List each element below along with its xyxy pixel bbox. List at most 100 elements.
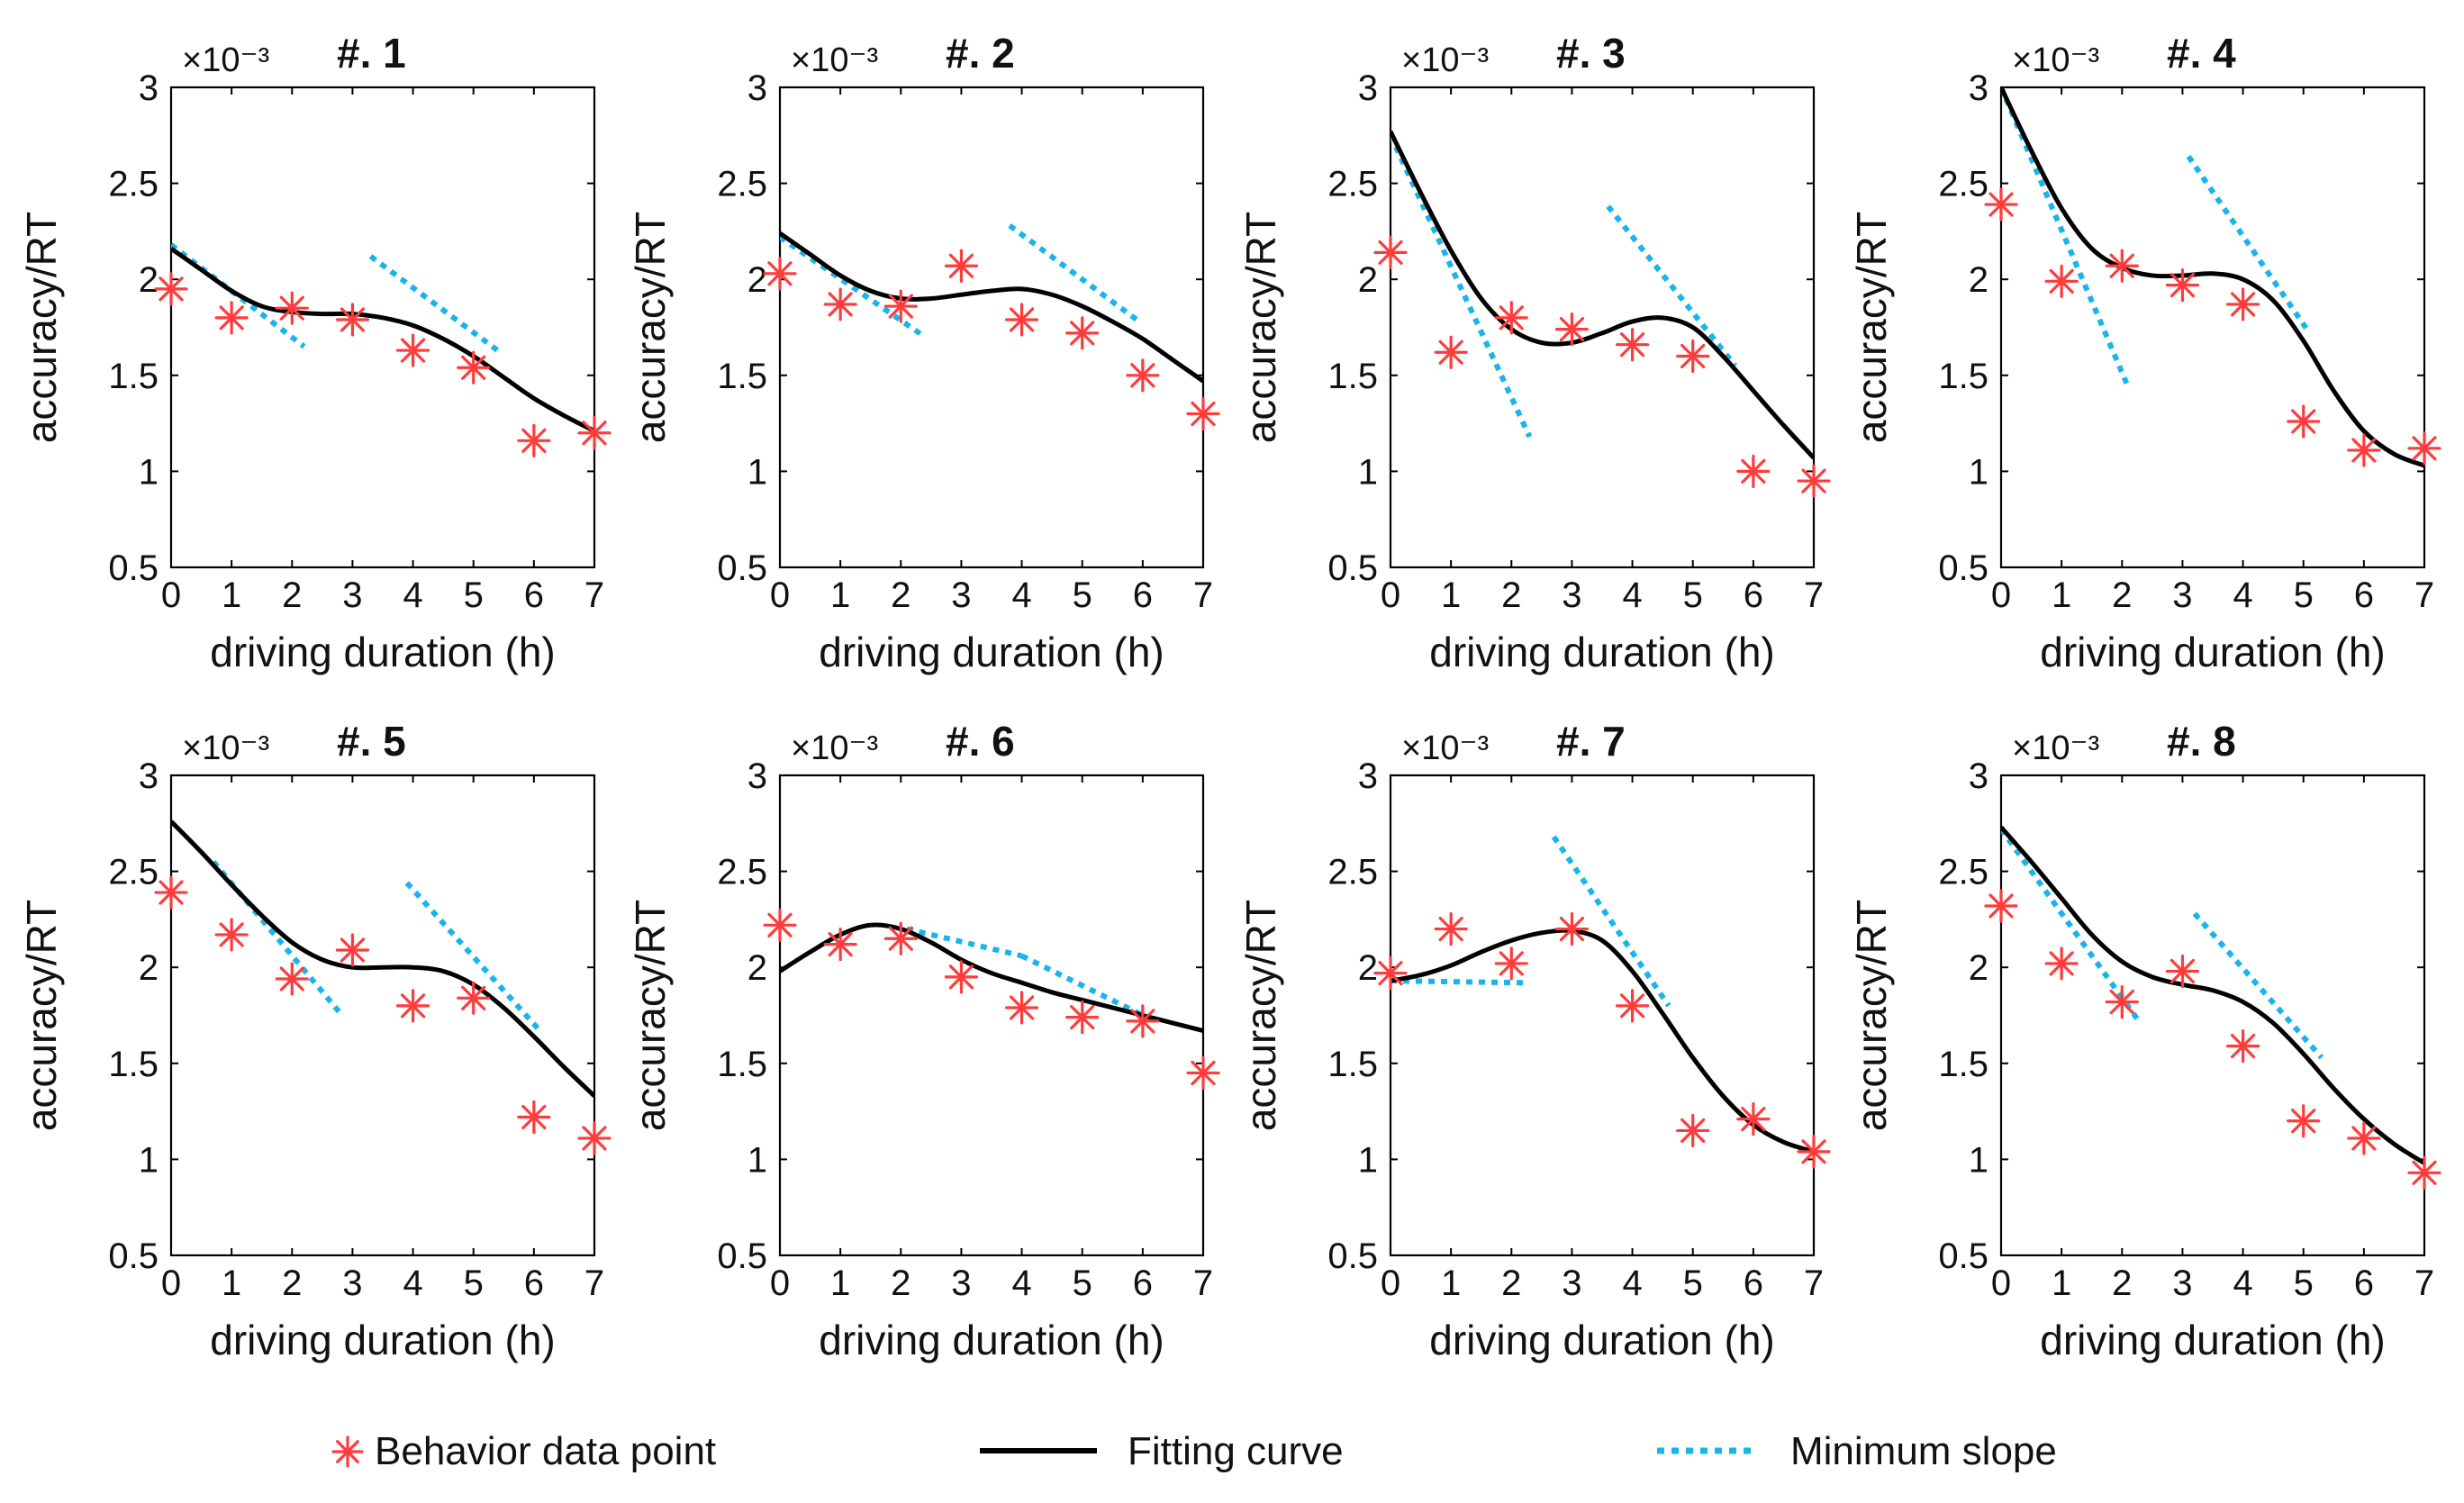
data-point-marker — [1436, 337, 1466, 367]
data-point-marker — [765, 258, 795, 289]
x-tick-label: 6 — [524, 575, 544, 615]
y-axis-label: accuracy/RT — [18, 212, 65, 443]
y-axis-label: accuracy/RT — [1848, 900, 1895, 1131]
y-tick-label: 2 — [139, 260, 159, 300]
y-tick-label: 0.5 — [1938, 1236, 1988, 1276]
x-tick-label: 0 — [1991, 1263, 2011, 1303]
data-point-marker — [2288, 1106, 2319, 1136]
plot-frame — [2001, 87, 2424, 567]
legend-label: Fitting curve — [1128, 1429, 1344, 1473]
x-tick-label: 2 — [891, 1263, 910, 1303]
data-point-marker — [885, 923, 916, 954]
x-tick-label: 0 — [1991, 575, 2011, 615]
y-tick-label: 3 — [747, 756, 767, 796]
x-tick-label: 5 — [2294, 575, 2314, 615]
x-axis-label: driving duration (h) — [819, 1317, 1164, 1363]
y-tick-label: 2.5 — [1938, 165, 1988, 204]
data-point-marker — [1556, 914, 1587, 945]
x-tick-label: 6 — [2354, 1263, 2374, 1303]
data-point-marker — [276, 964, 307, 994]
data-point-marker — [1798, 1136, 1829, 1167]
x-tick-label: 7 — [584, 575, 604, 615]
data-point-marker — [156, 274, 186, 304]
y-tick-label: 3 — [139, 68, 159, 108]
data-point-marker — [398, 335, 429, 366]
data-point-marker — [458, 982, 489, 1013]
data-point-marker — [1738, 456, 1769, 486]
x-tick-label: 4 — [2233, 1263, 2252, 1303]
x-axis-label: driving duration (h) — [1429, 1317, 1775, 1363]
y-tick-label: 2 — [139, 948, 159, 988]
data-point-marker — [276, 293, 307, 323]
data-point-marker — [1436, 914, 1466, 945]
x-tick-label: 4 — [1622, 1263, 1642, 1303]
x-tick-label: 3 — [951, 1263, 971, 1303]
x-tick-label: 2 — [2112, 1263, 2132, 1303]
y-axis-label: accuracy/RT — [627, 900, 674, 1131]
x-tick-label: 7 — [1804, 575, 1824, 615]
x-tick-label: 0 — [161, 575, 181, 615]
x-tick-label: 6 — [524, 1263, 544, 1303]
x-tick-label: 5 — [1073, 1263, 1092, 1303]
y-tick-label: 1.5 — [717, 357, 767, 396]
data-point-marker — [1986, 189, 2016, 220]
data-point-marker — [1128, 360, 1158, 391]
y-tick-label: 2 — [1969, 948, 1988, 988]
x-axis-label: driving duration (h) — [2040, 629, 2386, 675]
data-point-marker — [337, 304, 367, 335]
y-tick-label: 2 — [1969, 260, 1988, 300]
x-tick-label: 6 — [2354, 575, 2374, 615]
data-point-marker — [1188, 1057, 1218, 1088]
x-tick-label: 0 — [161, 1263, 181, 1303]
data-point-marker — [1617, 330, 1648, 360]
x-tick-label: 1 — [2052, 1263, 2071, 1303]
y-tick-label: 1 — [1969, 1140, 1988, 1180]
plot-frame — [780, 87, 1203, 567]
figure: 0 1 2 3 4 5 6 70.511.522.53driving duration (h)… — [0, 0, 2464, 1503]
data-point-marker — [216, 303, 247, 333]
x-tick-label: 2 — [891, 575, 910, 615]
y-tick-label: 2 — [747, 260, 767, 300]
data-point-marker — [946, 962, 976, 992]
panel-title: #. 5 — [337, 718, 406, 765]
data-point-marker — [1738, 1104, 1769, 1135]
x-tick-label: 3 — [2172, 575, 2192, 615]
y-tick-label: 1 — [1969, 452, 1988, 492]
y-tick-label: 1.5 — [1327, 357, 1378, 396]
x-tick-label: 4 — [1622, 575, 1642, 615]
subplot-3: 0 1 2 3 4 5 6 70.511.522.53driving duration (h)… — [1237, 30, 1829, 675]
data-point-marker — [2106, 987, 2137, 1018]
plot-frame — [171, 87, 594, 567]
y-axis-label: accuracy/RT — [627, 212, 674, 443]
x-tick-label: 4 — [403, 575, 422, 615]
y-tick-label: 0.5 — [108, 1236, 159, 1276]
x-axis-label: driving duration (h) — [819, 629, 1164, 675]
data-point-marker — [1375, 237, 1406, 267]
x-tick-label: 5 — [1073, 575, 1092, 615]
x-tick-label: 4 — [2233, 575, 2252, 615]
x-tick-label: 6 — [1744, 575, 1763, 615]
y-tick-label: 2.5 — [717, 165, 767, 204]
data-point-marker — [1617, 991, 1648, 1021]
x-tick-label: 5 — [2294, 1263, 2314, 1303]
y-tick-label: 1.5 — [108, 1045, 159, 1084]
y-tick-label: 1.5 — [1938, 1045, 1988, 1084]
data-point-marker — [1375, 958, 1406, 989]
data-point-marker — [2167, 270, 2197, 301]
data-point-marker — [2046, 948, 2077, 979]
panel-title: #. 4 — [2167, 30, 2236, 77]
y-axis-label: accuracy/RT — [18, 900, 65, 1131]
data-point-marker — [885, 291, 916, 321]
x-tick-label: 0 — [770, 575, 790, 615]
y-tick-label: 1.5 — [1938, 357, 1988, 396]
y-tick-label: 3 — [1969, 68, 1988, 108]
y-tick-label: 3 — [139, 756, 159, 796]
data-point-marker — [946, 250, 976, 281]
x-tick-label: 6 — [1744, 1263, 1763, 1303]
x-tick-label: 6 — [1133, 575, 1153, 615]
x-tick-label: 2 — [2112, 575, 2132, 615]
y-tick-label: 1.5 — [1327, 1045, 1378, 1084]
y-tick-label: 0.5 — [1327, 1236, 1378, 1276]
